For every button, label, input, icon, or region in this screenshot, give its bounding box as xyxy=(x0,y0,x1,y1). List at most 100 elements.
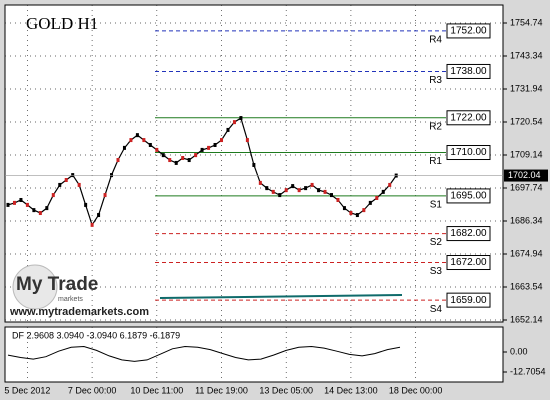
level-label: 1722.00 xyxy=(450,112,487,123)
level-label: 1710.00 xyxy=(450,147,487,158)
x-tick-label: 11 Dec 19:00 xyxy=(195,385,248,395)
candle-body xyxy=(265,186,269,191)
candle-body xyxy=(245,138,249,143)
indicator-panel xyxy=(4,326,504,383)
indicator-line xyxy=(7,345,401,362)
candle-body xyxy=(187,158,191,163)
candle-body xyxy=(103,193,107,198)
candle-body xyxy=(110,173,114,178)
candle-body xyxy=(232,120,236,125)
candle-body xyxy=(220,138,224,143)
candle-body xyxy=(317,188,321,193)
candle-body xyxy=(194,153,198,158)
level-label: 1659.00 xyxy=(450,295,487,306)
candle-body xyxy=(226,127,230,132)
level-name: S1 xyxy=(430,200,443,211)
y-tick-label: 1720.54 xyxy=(510,116,543,126)
candle-body xyxy=(388,182,392,187)
candle-body xyxy=(342,206,346,211)
x-tick-label: 14 Dec 13:00 xyxy=(324,385,378,395)
candle-body xyxy=(271,189,275,194)
candle-body xyxy=(51,193,55,198)
candle-body xyxy=(213,142,217,147)
current-price-label: 1702.04 xyxy=(508,170,541,180)
y-tick-label: 1674.94 xyxy=(510,248,543,258)
level-label: 1695.00 xyxy=(450,191,487,202)
level-box xyxy=(446,23,491,39)
candle-body xyxy=(58,182,62,187)
candle-body xyxy=(77,182,81,187)
candle-body xyxy=(381,189,385,194)
candle-body xyxy=(90,222,94,227)
y-tick-label: 1686.34 xyxy=(510,215,543,225)
candle-body xyxy=(84,202,88,207)
candle-body xyxy=(6,202,10,207)
candle-body xyxy=(174,160,178,165)
candle-body xyxy=(116,158,120,163)
y-tick-label: 1652.14 xyxy=(510,314,543,324)
candle-body xyxy=(25,202,29,207)
candle-body xyxy=(181,156,185,161)
chart-title: GOLD H1 xyxy=(26,14,98,33)
candle-body xyxy=(284,188,288,193)
level-box xyxy=(446,292,491,308)
candle-body xyxy=(12,200,16,205)
candle-body xyxy=(129,138,133,143)
candle-body xyxy=(291,184,295,189)
candle-body xyxy=(32,208,36,213)
x-tick-label: 5 Dec 2012 xyxy=(4,385,50,395)
y-tick-label: -12.7054 xyxy=(510,366,546,376)
candle-body xyxy=(336,197,340,202)
candle-body xyxy=(239,116,243,121)
candle-body xyxy=(375,195,379,200)
indicator-label: DF 2.9608 3.0940 -3.0940 6.1879 -6.1879 xyxy=(12,330,180,340)
level-label: 1752.00 xyxy=(450,26,487,37)
candle-body xyxy=(304,186,308,191)
candle-body xyxy=(45,206,49,211)
logo-sub: markets xyxy=(58,296,83,303)
candle-body xyxy=(71,173,75,178)
level-box xyxy=(446,226,491,242)
candle-body xyxy=(142,138,146,143)
candle-body xyxy=(64,178,68,183)
level-name: R1 xyxy=(429,156,442,167)
logo-url: www.mytrademarkets.com xyxy=(9,306,149,318)
candle-body xyxy=(368,200,372,205)
level-box xyxy=(446,110,491,126)
candle-body xyxy=(161,153,165,158)
level-box xyxy=(446,63,491,79)
candle-body xyxy=(200,147,204,152)
level-name: S3 xyxy=(430,266,443,277)
candle-body xyxy=(323,189,327,194)
y-tick-label: 1663.54 xyxy=(510,281,543,291)
logo-badge xyxy=(12,264,58,310)
level-label: 1672.00 xyxy=(450,257,487,268)
y-tick-label: 1754.74 xyxy=(510,17,543,27)
candle-body xyxy=(122,145,126,150)
moving-average xyxy=(159,294,403,299)
level-name: R2 xyxy=(429,121,442,132)
candle-body xyxy=(330,193,333,198)
x-tick-label: 13 Dec 05:00 xyxy=(259,385,313,395)
level-box xyxy=(446,145,491,161)
level-name: S2 xyxy=(430,237,443,248)
candle-body xyxy=(207,145,211,150)
candle-body xyxy=(362,208,366,213)
current-price-box xyxy=(504,169,548,182)
x-tick-label: 18 Dec 00:00 xyxy=(389,385,443,395)
candle-body xyxy=(148,142,152,147)
candle-body xyxy=(258,180,262,185)
y-tick-label: 0.00 xyxy=(510,346,528,356)
candle-body xyxy=(355,213,359,218)
level-name: R4 xyxy=(429,35,442,46)
level-box xyxy=(446,255,491,271)
candle-body xyxy=(278,193,282,198)
level-name: S4 xyxy=(430,304,443,315)
level-label: 1682.00 xyxy=(450,228,487,239)
candle-body xyxy=(38,211,42,216)
y-tick-label: 1731.94 xyxy=(510,83,543,93)
candle-body xyxy=(19,197,23,202)
candle-body xyxy=(135,133,139,138)
candle-body xyxy=(168,158,172,163)
